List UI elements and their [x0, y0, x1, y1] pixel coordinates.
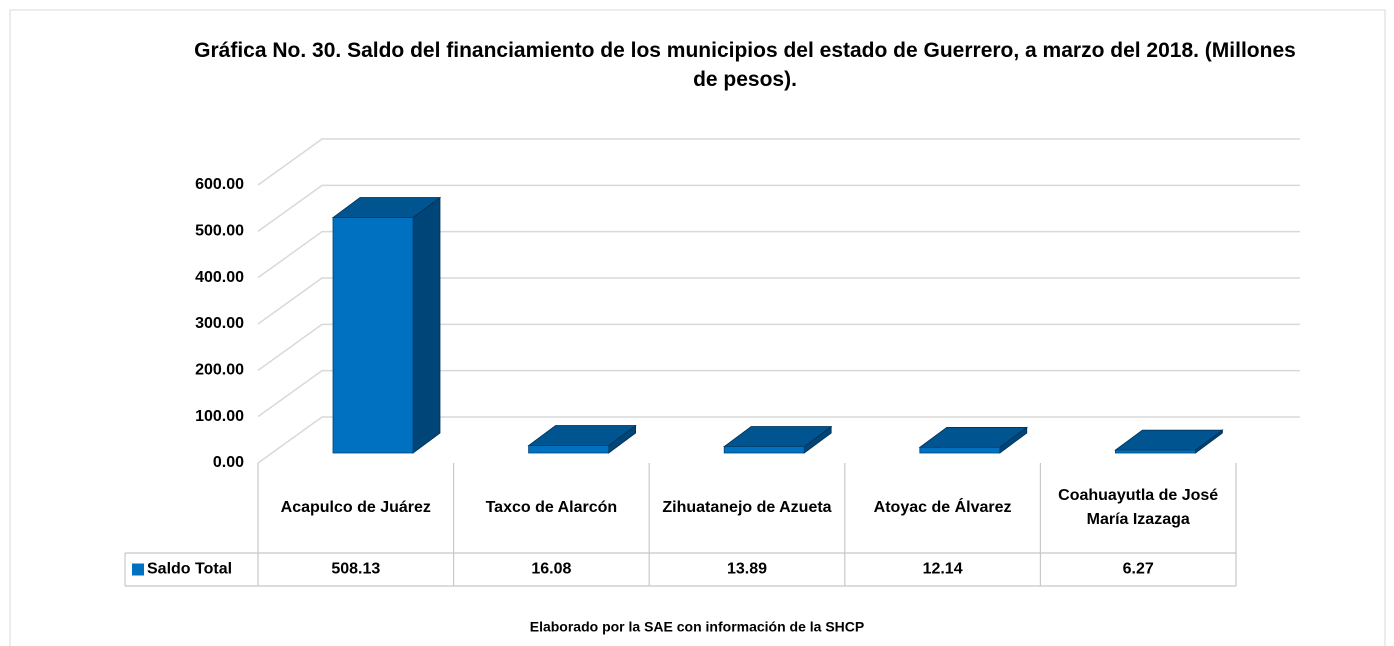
value-cell-label: 508.13 — [331, 561, 380, 578]
x-tick-label: Coahuayutla de José María Izazaga — [1058, 487, 1219, 528]
chart-title: Gráfica No. 30. Saldo del financiamiento… — [194, 39, 1296, 91]
y-tick-label: 0.00 — [213, 454, 244, 471]
source-note: Elaborado por la SAE con información de … — [530, 619, 865, 635]
title-box: Gráfica No. 30. Saldo del financiamiento… — [194, 39, 1296, 91]
y-tick-label: 100.00 — [195, 408, 244, 425]
value-cell-label: 13.89 — [727, 561, 767, 578]
grid-line — [257, 369, 1300, 418]
y-tick-label: 500.00 — [195, 223, 244, 240]
bar-top — [1114, 429, 1224, 451]
legend-label: Saldo Total — [147, 561, 232, 578]
value-cell-label: 12.14 — [923, 561, 963, 578]
grid-line — [257, 416, 1300, 464]
category-cell: Zihuatanejo de Azueta — [662, 499, 832, 516]
bar-side — [412, 196, 441, 454]
grid-line — [257, 184, 1300, 232]
category-cell: Coahuayutla de José María Izazaga — [1058, 487, 1219, 528]
x-tick-label: Zihuatanejo de Azueta — [662, 499, 832, 516]
bar — [1115, 449, 1196, 454]
bar — [332, 217, 414, 454]
y-tick-label: 200.00 — [195, 362, 244, 379]
category-cell: Acapulco de Juárez — [280, 499, 431, 516]
grid-line — [257, 277, 1300, 325]
category-cell: Taxco de Alarcón — [485, 499, 618, 516]
grid-line — [257, 138, 1300, 186]
y-tick-label: 300.00 — [195, 315, 244, 332]
x-tick-label: Acapulco de Juárez — [280, 499, 431, 516]
legend-swatch — [132, 563, 144, 576]
x-tick-label: Taxco de Alarcón — [485, 499, 618, 516]
y-tick-label: 600.00 — [195, 176, 244, 193]
category-cell: Atoyac de Álvarez — [873, 499, 1012, 516]
grid-line — [257, 323, 1300, 371]
y-tick-label: 400.00 — [195, 269, 244, 286]
bar — [919, 446, 1001, 454]
grid-line — [257, 230, 1300, 279]
bar — [528, 445, 609, 454]
bar — [723, 446, 805, 454]
x-tick-label: Atoyac de Álvarez — [873, 499, 1012, 516]
value-cell-label: 16.08 — [531, 561, 571, 578]
chart-frame — [9, 9, 1386, 646]
value-cell-label: 6.27 — [1123, 561, 1154, 578]
